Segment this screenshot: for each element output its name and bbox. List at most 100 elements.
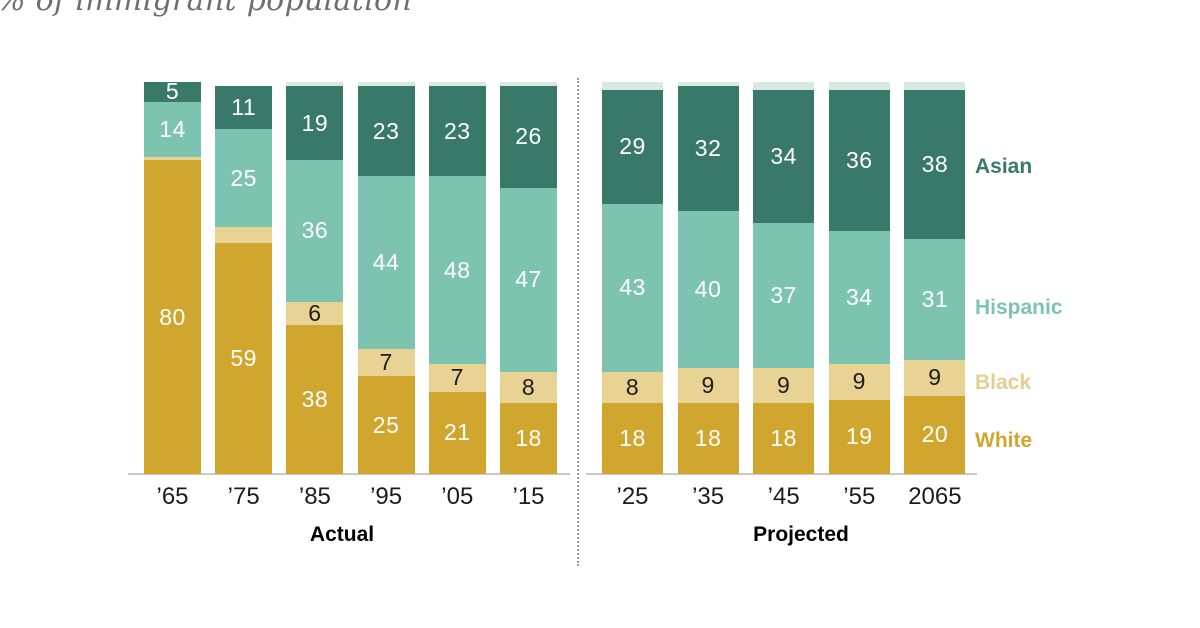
value-label: 9 xyxy=(701,372,715,399)
segment-black: 7 xyxy=(357,348,415,376)
x-tick-label: ’55 xyxy=(843,483,876,510)
bar-45: 34 37 9 18 xyxy=(753,82,815,474)
segment-asian: 32 xyxy=(677,85,739,212)
x-axis-line-actual xyxy=(128,473,570,475)
bar-85: 19 36 6 38 xyxy=(286,82,344,474)
segment-black: 9 xyxy=(677,368,739,404)
segment-other xyxy=(602,82,663,90)
segment-white: 18 xyxy=(753,403,815,474)
segment-asian: 26 xyxy=(500,85,557,188)
segment-white: 21 xyxy=(428,391,486,474)
segment-other xyxy=(286,82,344,86)
bar-15: 26 47 8 18 xyxy=(500,82,557,474)
value-label: 48 xyxy=(444,256,471,283)
legend-white: White xyxy=(975,429,1033,452)
segment-asian: 11 xyxy=(215,85,273,130)
value-label: 19 xyxy=(301,109,329,136)
segment-hispanic: 25 xyxy=(215,129,273,228)
x-tick-label: ’75 xyxy=(227,483,260,510)
segment-hispanic: 40 xyxy=(677,211,739,369)
segment-asian: 38 xyxy=(904,89,966,239)
value-label: 18 xyxy=(770,425,797,452)
value-label: 44 xyxy=(372,248,400,275)
segment-hispanic: 37 xyxy=(753,223,815,369)
value-label: 38 xyxy=(301,386,329,413)
value-label: 14 xyxy=(159,115,186,142)
bar-55: 36 34 9 19 xyxy=(828,82,890,474)
value-label: 34 xyxy=(770,143,797,170)
segment-hispanic: 14 xyxy=(144,101,201,157)
value-label: 25 xyxy=(230,164,257,191)
segment-asian: 23 xyxy=(357,85,415,177)
x-tick-label: 2065 xyxy=(908,483,962,510)
value-label: 38 xyxy=(921,150,949,177)
segment-other xyxy=(828,82,890,90)
value-label: 32 xyxy=(694,135,722,162)
value-label: 40 xyxy=(694,276,722,303)
segment-asian: 5 xyxy=(144,78,201,105)
x-tick-label: ’35 xyxy=(692,483,725,510)
segment-other xyxy=(677,82,739,86)
segment-black: 7 xyxy=(428,364,486,392)
value-label: 23 xyxy=(444,117,471,144)
value-label: 21 xyxy=(444,419,471,446)
segment-black: 6 xyxy=(286,299,344,326)
segment-white: 20 xyxy=(904,395,966,474)
value-label: 5 xyxy=(165,78,180,105)
value-label: 8 xyxy=(521,374,536,401)
segment-hispanic: 43 xyxy=(602,203,663,373)
value-label: 36 xyxy=(301,217,329,244)
segment-black xyxy=(144,156,201,161)
segment-white: 25 xyxy=(357,376,415,474)
value-label: 29 xyxy=(619,133,646,160)
segment-white: 80 xyxy=(144,160,201,474)
actual-projected-divider xyxy=(577,78,579,566)
segment-hispanic: 31 xyxy=(904,238,966,361)
segment-black: 9 xyxy=(904,360,966,396)
value-label: 26 xyxy=(515,123,542,150)
segment-hispanic: 34 xyxy=(828,231,890,365)
value-label: 20 xyxy=(921,421,949,448)
value-label: 19 xyxy=(846,423,873,450)
bar-65: 5 14 80 xyxy=(144,78,201,474)
bar-2065: 38 31 9 20 xyxy=(904,82,966,474)
value-label: 18 xyxy=(515,425,542,452)
value-label: 18 xyxy=(619,425,646,452)
value-label: 43 xyxy=(619,274,646,301)
segment-white: 38 xyxy=(286,325,344,474)
segment-black: 9 xyxy=(828,364,890,400)
segment-other xyxy=(428,82,486,86)
segment-black: 8 xyxy=(500,372,557,404)
segment-hispanic: 47 xyxy=(500,187,557,373)
value-label: 6 xyxy=(308,299,322,326)
x-axis-line-projected xyxy=(586,473,977,475)
value-label: 59 xyxy=(230,344,257,371)
segment-other xyxy=(500,82,557,86)
bar-35: 32 40 9 18 xyxy=(677,82,739,474)
segment-hispanic: 48 xyxy=(428,176,486,365)
segment-black xyxy=(215,227,273,243)
legend-hispanic: Hispanic xyxy=(975,296,1063,319)
value-label: 18 xyxy=(694,425,722,452)
segment-asian: 23 xyxy=(428,85,486,177)
segment-black: 8 xyxy=(602,372,663,404)
group-label-projected: Projected xyxy=(753,523,849,546)
value-label: 7 xyxy=(379,348,393,375)
legend-black: Black xyxy=(975,371,1032,394)
segment-asian: 34 xyxy=(753,89,815,224)
segment-white: 59 xyxy=(215,242,273,474)
value-label: 7 xyxy=(450,364,464,391)
value-label: 25 xyxy=(372,411,400,438)
value-label: 23 xyxy=(372,117,400,144)
value-label: 9 xyxy=(777,372,791,399)
segment-hispanic: 44 xyxy=(357,176,415,349)
value-label: 8 xyxy=(625,374,640,401)
segment-asian: 29 xyxy=(602,89,663,204)
bar-05: 23 48 7 21 xyxy=(428,82,486,474)
legend-asian: Asian xyxy=(975,155,1033,178)
x-tick-label: ’65 xyxy=(156,483,189,510)
x-tick-label: ’25 xyxy=(616,483,649,510)
segment-asian: 19 xyxy=(286,85,344,161)
segment-white: 18 xyxy=(602,403,663,474)
